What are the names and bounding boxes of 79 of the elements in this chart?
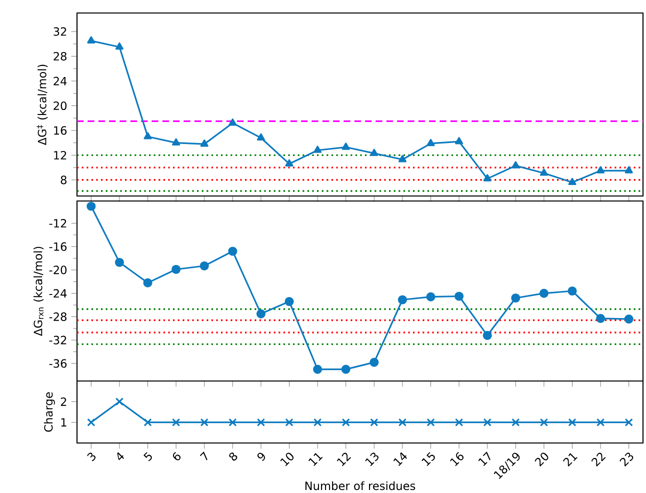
x-tick-label: 12 bbox=[336, 452, 352, 466]
x-tick-label: 9 bbox=[257, 452, 265, 461]
x-tick-label: 21 bbox=[563, 453, 578, 467]
point bbox=[511, 293, 520, 303]
y-tick-label: 16 bbox=[54, 126, 67, 135]
x-tick-label: 5 bbox=[144, 452, 152, 462]
point bbox=[115, 42, 124, 50]
point bbox=[172, 138, 180, 146]
x-tick-label: 10 bbox=[280, 452, 294, 466]
y-tick-label: -16 bbox=[49, 242, 67, 251]
point bbox=[426, 292, 436, 302]
point bbox=[87, 36, 96, 44]
y-tick-label: 32 bbox=[54, 27, 66, 36]
y-tick-label: 28 bbox=[54, 52, 66, 61]
point bbox=[540, 168, 548, 176]
x-tick-label: 3 bbox=[87, 452, 96, 462]
point bbox=[86, 202, 96, 211]
point bbox=[624, 314, 634, 324]
point bbox=[200, 140, 208, 147]
y-tick-label: 20 bbox=[54, 101, 67, 110]
point bbox=[568, 286, 577, 296]
x-tick-label: 4 bbox=[117, 452, 124, 460]
x-tick-label: 7 bbox=[200, 452, 208, 460]
y-tick-label: 12 bbox=[54, 150, 66, 160]
point bbox=[228, 118, 237, 126]
x-axis-title: Number of residues bbox=[305, 481, 416, 490]
y-tick-label: -36 bbox=[49, 359, 67, 368]
y-tick-label: -20 bbox=[49, 266, 67, 274]
x-tick-label: 16 bbox=[450, 452, 464, 466]
point bbox=[143, 278, 152, 288]
point bbox=[370, 148, 378, 156]
point bbox=[284, 296, 294, 306]
point bbox=[285, 159, 294, 167]
point bbox=[398, 295, 407, 304]
point bbox=[256, 133, 265, 141]
x-tick-label: 6 bbox=[172, 452, 181, 460]
point bbox=[596, 314, 606, 324]
x-tick-label: 8 bbox=[229, 452, 238, 461]
y-tick-label: -32 bbox=[49, 336, 66, 344]
x-tick-label: 17 bbox=[478, 452, 490, 466]
point bbox=[314, 146, 322, 153]
y-tick-label: -28 bbox=[49, 312, 66, 322]
point bbox=[454, 292, 464, 301]
point bbox=[624, 166, 633, 174]
point bbox=[256, 309, 266, 318]
y-tick-label: 2 bbox=[60, 397, 66, 406]
point bbox=[341, 364, 350, 374]
point bbox=[398, 154, 406, 162]
y-tick-label: 24 bbox=[54, 76, 67, 86]
x-tick-label: 13 bbox=[365, 452, 379, 466]
point bbox=[200, 261, 209, 270]
point bbox=[228, 246, 238, 256]
point bbox=[596, 166, 605, 174]
y-axis-title: ΔG$_{rxn}$ (kcal/mol) bbox=[33, 246, 44, 336]
point bbox=[482, 330, 492, 340]
point bbox=[568, 178, 576, 186]
point bbox=[539, 288, 548, 298]
point bbox=[313, 364, 322, 374]
x-tick-label: 22 bbox=[591, 452, 606, 467]
point bbox=[144, 132, 152, 140]
y-axis-title: Charge bbox=[44, 392, 55, 432]
point bbox=[426, 138, 435, 146]
y-axis-title: ΔG$^{‡}$ (kcal/mol) bbox=[36, 64, 48, 146]
x-tick-label: 14 bbox=[393, 452, 407, 466]
point bbox=[342, 142, 350, 150]
point bbox=[172, 264, 181, 274]
point bbox=[370, 358, 379, 367]
point bbox=[114, 258, 124, 267]
point bbox=[512, 161, 520, 168]
point bbox=[455, 137, 464, 144]
x-tick-label: 23 bbox=[620, 452, 634, 467]
y-tick-label: -24 bbox=[49, 289, 67, 298]
y-tick-label: -12 bbox=[49, 219, 66, 228]
x-tick-label: 20 bbox=[534, 452, 548, 467]
y-tick-label: 1 bbox=[61, 418, 66, 426]
y-tick-label: 8 bbox=[60, 176, 66, 184]
point bbox=[483, 174, 492, 182]
x-tick-label: 15 bbox=[422, 452, 435, 466]
x-tick-label: 11 bbox=[308, 453, 323, 466]
